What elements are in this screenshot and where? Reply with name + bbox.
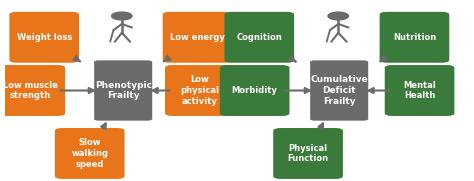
Text: Physical
Function: Physical Function [288,144,328,163]
Text: Slow
walking
speed: Slow walking speed [71,138,108,169]
Circle shape [328,12,348,20]
FancyBboxPatch shape [225,12,294,63]
Text: Cumulative
Deficit
Frailty: Cumulative Deficit Frailty [310,75,368,106]
Text: Morbidity: Morbidity [232,86,278,95]
FancyBboxPatch shape [55,128,125,179]
Text: Low
physical
activity: Low physical activity [180,75,219,106]
Text: Cognition: Cognition [237,33,282,42]
Text: Low energy: Low energy [170,33,225,42]
Text: Low muscle
strength: Low muscle strength [3,81,58,100]
FancyBboxPatch shape [273,128,343,179]
Text: Mental
Health: Mental Health [403,81,436,100]
FancyBboxPatch shape [0,65,65,116]
FancyBboxPatch shape [9,12,79,63]
Text: Phenotypic
Frailty: Phenotypic Frailty [95,81,152,100]
FancyBboxPatch shape [310,60,368,121]
Circle shape [111,12,132,20]
Text: Weight loss: Weight loss [17,33,72,42]
FancyBboxPatch shape [163,12,232,63]
FancyBboxPatch shape [220,65,290,116]
FancyBboxPatch shape [94,60,152,121]
FancyBboxPatch shape [385,65,455,116]
Text: Nutrition: Nutrition [393,33,436,42]
FancyBboxPatch shape [165,65,235,116]
FancyBboxPatch shape [380,12,449,63]
